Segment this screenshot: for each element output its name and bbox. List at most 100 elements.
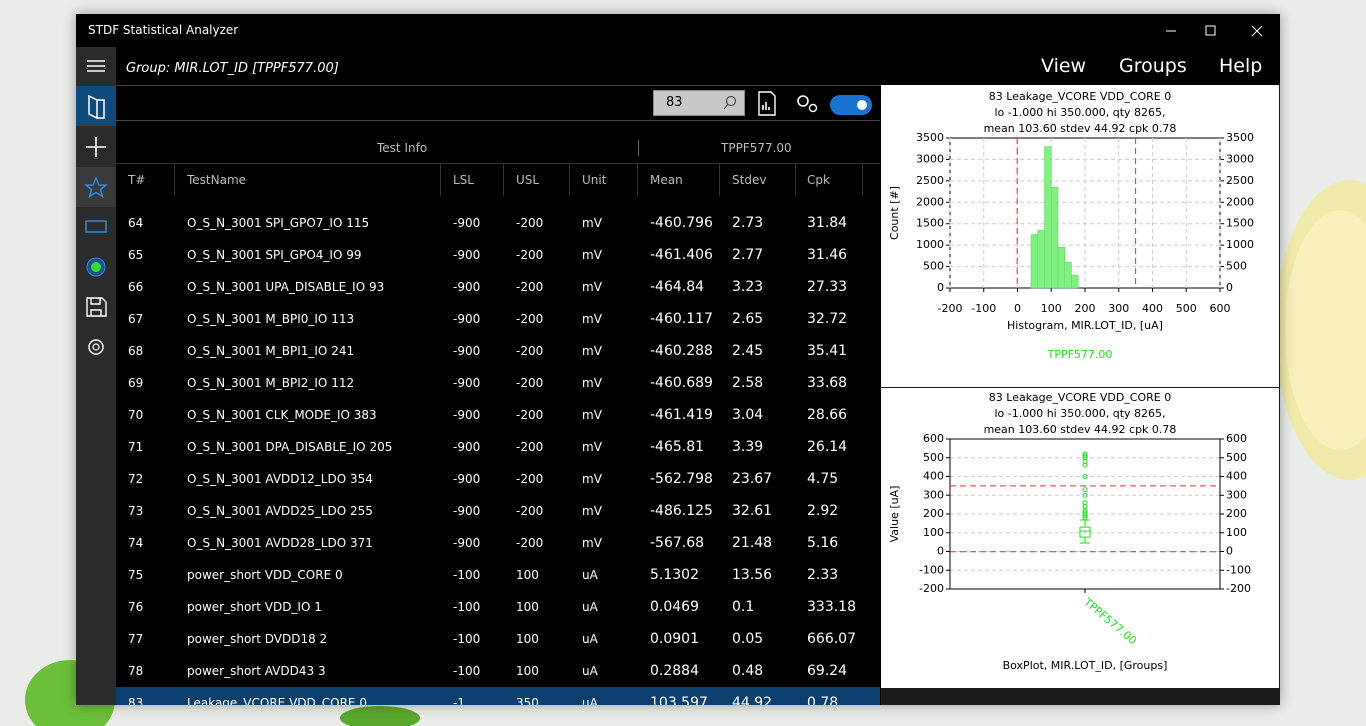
table-cell: 28.66 — [807, 407, 848, 423]
table-cell: 64 — [128, 216, 144, 230]
table-cell: 0.0469 — [650, 599, 699, 615]
table-cell: Leakage_VCORE VDD_CORE 0 — [187, 696, 367, 705]
table-cell: uA — [582, 664, 598, 678]
outlier — [1082, 492, 1088, 498]
legend: TPPF577.00 — [1047, 348, 1113, 361]
settings-icon[interactable] — [88, 339, 104, 355]
table-cell: mV — [582, 312, 602, 326]
table-cell: mV — [582, 376, 602, 390]
x-tick-label: 600 — [1210, 302, 1231, 315]
table-cell: 2.45 — [732, 343, 764, 359]
table-cell: mV — [582, 504, 602, 518]
table-cell: -1 — [453, 696, 465, 705]
y-tick-label: 0 — [937, 281, 944, 294]
table-cell: power_short DVDD18 2 — [187, 632, 328, 646]
table-cell: 70 — [128, 408, 144, 422]
x-tick-label: -200 — [938, 302, 963, 315]
y-tick-label: 3500 — [916, 131, 944, 144]
y2-tick-label: -200 — [1226, 582, 1251, 595]
test-table: Test Info TPPF577.00 T# TestName LSL USL Unit M… — [116, 120, 880, 705]
column-separator — [569, 164, 570, 196]
table-cell: -900 — [453, 504, 481, 518]
table-cell: -567.68 — [650, 535, 705, 551]
chart-panel: 0 0 500 500 1000 1000 1500 1500 2000 2000 2500 2500… — [881, 85, 1280, 705]
column-separator — [862, 164, 863, 196]
table-cell: -900 — [453, 536, 481, 550]
y-axis-label: Value [uA] — [888, 486, 901, 543]
y2-tick-label: 0 — [1226, 281, 1233, 294]
separator — [638, 140, 639, 156]
menu-item[interactable]: Help — [1219, 55, 1263, 77]
keyboard-icon[interactable] — [85, 220, 107, 233]
table-cell: 2.58 — [732, 375, 764, 391]
table-cell: O_S_N_3001 DPA_DISABLE_IO 205 — [187, 440, 393, 454]
sidebar — [76, 47, 116, 705]
menu-button[interactable] — [87, 60, 105, 72]
table-cell: 3.04 — [732, 407, 764, 423]
table-cell: O_S_N_3001 M_BPI1_IO 241 — [187, 344, 355, 358]
table-cell: 75 — [128, 568, 144, 582]
table-cell: 78 — [128, 664, 144, 678]
active-tab[interactable] — [76, 86, 116, 126]
x-tick-label: 200 — [1075, 302, 1096, 315]
table-cell: 100 — [516, 632, 539, 646]
app-window: STDF Statistical Analyzer Group: MIR.LOT… — [76, 14, 1280, 705]
table-cell: 76 — [128, 600, 144, 614]
y-tick-label: 200 — [923, 507, 944, 520]
y2-tick-label: 3500 — [1226, 131, 1254, 144]
table-cell: 4.75 — [807, 471, 839, 487]
book-icon — [88, 94, 105, 120]
table-cell: 71 — [128, 440, 144, 454]
outlier — [1082, 487, 1088, 493]
y-tick-label: 600 — [923, 432, 944, 445]
table-cell: -200 — [516, 376, 544, 390]
group-header: Test Info — [377, 141, 428, 155]
column-header: Cpk — [807, 173, 830, 187]
x-tick-label: 400 — [1142, 302, 1163, 315]
table-cell: uA — [582, 568, 598, 582]
table-cell: -900 — [453, 408, 481, 422]
table-cell: mV — [582, 344, 602, 358]
window-title: STDF Statistical Analyzer — [88, 23, 239, 37]
toolbar-icons — [758, 91, 872, 116]
table-cell: -486.125 — [650, 503, 713, 519]
menu-item[interactable]: View — [1041, 55, 1087, 77]
menu-item[interactable]: Groups — [1119, 55, 1187, 77]
table-cell: 31.46 — [807, 247, 848, 263]
table-cell: -100 — [453, 664, 481, 678]
toggle[interactable] — [830, 95, 872, 115]
table-cell: mV — [582, 408, 602, 422]
table-cell: -200 — [516, 344, 544, 358]
report-button[interactable] — [758, 91, 776, 116]
options-button[interactable] — [797, 95, 809, 107]
title-bar: STDF Statistical Analyzer — [76, 14, 1280, 47]
table-cell: uA — [582, 632, 598, 646]
table-cell: -900 — [453, 344, 481, 358]
save-icon[interactable] — [86, 297, 107, 317]
x-tick-label: 300 — [1108, 302, 1129, 315]
table-cell: 83 — [128, 696, 144, 705]
histogram-bar — [1051, 187, 1059, 289]
table-cell: 100 — [516, 568, 539, 582]
close[interactable] — [1251, 25, 1263, 37]
y-axis-label: Count [#] — [888, 186, 901, 240]
add-icon[interactable] — [86, 137, 106, 157]
table-cell: 68 — [128, 344, 144, 358]
histogram-bar — [1071, 274, 1079, 289]
table-cell: 74 — [128, 536, 144, 550]
table-cell: O_S_N_3001 SPI_GPO4_IO 99 — [187, 248, 362, 262]
column-separator — [637, 164, 638, 196]
chart-title: mean 103.60 stdev 44.92 cpk 0.78 — [984, 122, 1177, 135]
group-header: TPPF577.00 — [721, 141, 792, 155]
search-box[interactable]: 83 — [653, 90, 745, 116]
y-tick-label: 400 — [923, 470, 944, 483]
favorites-tab[interactable] — [76, 167, 116, 207]
maximize[interactable] — [1205, 25, 1216, 36]
table-cell: 67 — [128, 312, 144, 326]
y2-tick-label: 100 — [1226, 526, 1247, 539]
window-controls — [1166, 25, 1263, 37]
table-cell: 73 — [128, 504, 144, 518]
y-tick-label: 1500 — [916, 217, 944, 230]
